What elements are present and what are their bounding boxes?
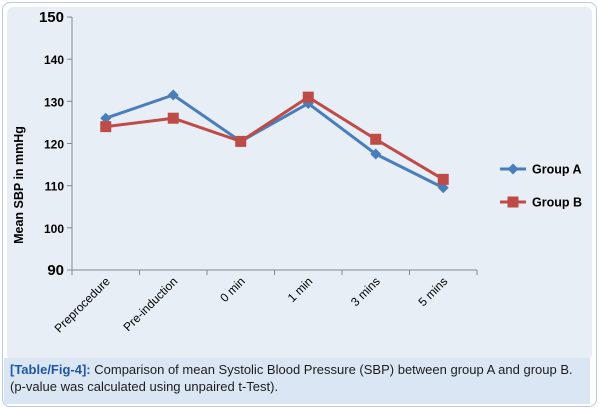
x-tick-label: 1 min [285, 274, 316, 305]
group-a-point [100, 112, 112, 124]
group-b-point [302, 91, 314, 103]
y-tick-label: 130 [44, 95, 64, 109]
legend-group-b-label: Group B [532, 196, 582, 210]
group-b-point [235, 135, 247, 147]
figure-caption: [Table/Fig-4]: Comparison of mean Systol… [4, 358, 590, 404]
x-tick-label: 3 mins [348, 274, 383, 309]
y-tick-label: 120 [44, 138, 64, 152]
group-a-line [105, 93, 444, 190]
group-a-point [167, 89, 179, 101]
y-tick-label: 140 [44, 53, 64, 67]
y-axis-title: Mean SBP in mmHg [12, 126, 26, 244]
x-tick-label: 5 mins [415, 274, 450, 309]
x-tick-label: Preprocedure [52, 274, 114, 336]
group-b-point [370, 133, 382, 145]
group-a-point [437, 182, 449, 194]
x-tick-label: 0 min [217, 274, 248, 305]
legend-group-b-marker [507, 196, 519, 208]
y-tick-label: 100 [44, 222, 64, 236]
legend-group-a-marker [507, 163, 519, 175]
plot-background [7, 7, 592, 360]
y-tick-label: 150 [39, 9, 64, 26]
legend-group-a-label: Group A [532, 163, 582, 177]
group-b-point [100, 121, 112, 133]
x-tick-label: Pre-induction [120, 274, 180, 334]
group-a-point [370, 148, 382, 160]
caption-text: Comparison of mean Systolic Blood Pressu… [10, 362, 573, 394]
y-tick-label: 110 [45, 180, 65, 194]
group-b-line [105, 95, 445, 181]
group-b-point [167, 112, 179, 124]
y-tick-label: 90 [47, 262, 64, 279]
caption-tag: [Table/Fig-4]: [10, 362, 91, 377]
group-b-point [437, 173, 449, 185]
